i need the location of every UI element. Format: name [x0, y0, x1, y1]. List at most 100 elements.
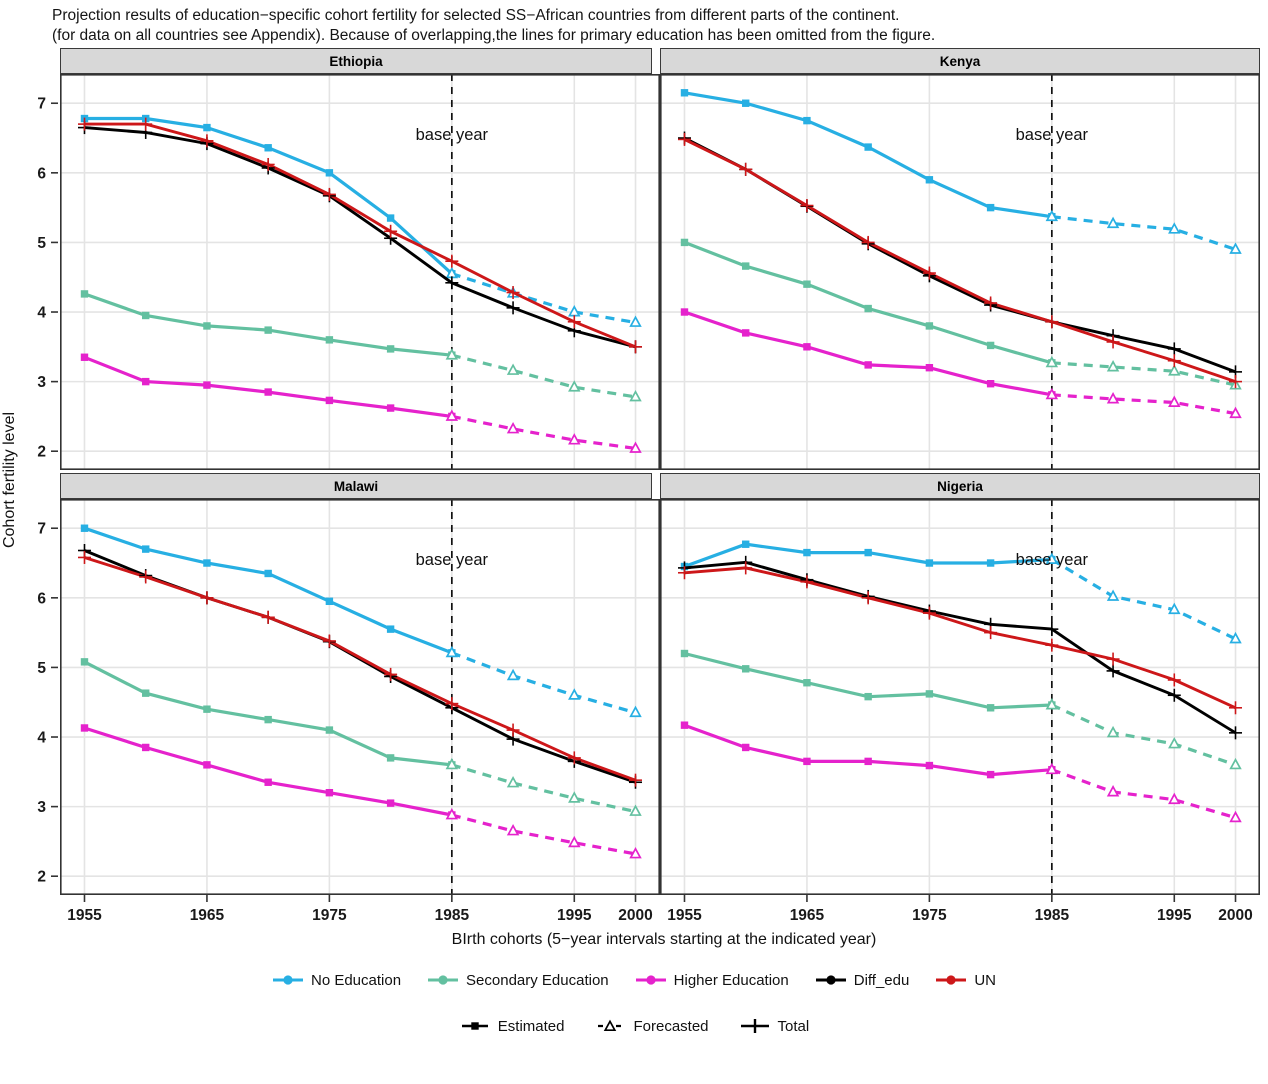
legend-item-forecasted: Forecasted: [594, 1017, 709, 1035]
triangle-marker: [568, 688, 581, 700]
square-marker: [80, 524, 89, 533]
y-axis-ticks: 7 6 5 4 3 2: [37, 96, 58, 461]
y-tick-label: 4: [37, 730, 46, 747]
panel-plot-kenya: base year: [660, 74, 1260, 471]
square-marker: [386, 799, 395, 808]
higher-legend-key-icon: [635, 975, 666, 985]
square-marker: [264, 716, 272, 724]
axis-corner: [20, 48, 60, 74]
square-marker: [386, 404, 395, 413]
square-marker: [680, 239, 689, 247]
triangle-marker: [1045, 209, 1059, 222]
panel-border: [660, 74, 1260, 471]
triangle-marker: [1168, 364, 1181, 376]
square-marker: [325, 396, 334, 405]
square-marker: [803, 757, 811, 766]
legend-key-dot: [438, 975, 448, 985]
triangle-marker: [1229, 406, 1242, 419]
no_education-legend-key-icon: [272, 975, 303, 985]
figure-title: Projection results of education−specific…: [0, 0, 1268, 48]
triangle-marker: [1168, 395, 1181, 408]
square-marker: [80, 353, 89, 362]
panel-plot-ethiopia: base year: [60, 74, 660, 471]
panel-border: [60, 499, 660, 896]
square-marker: [986, 204, 995, 212]
x-axis-ticks: 1955 1965 1975 1985 1995 2000: [67, 895, 653, 924]
square-marker: [925, 364, 934, 372]
legend-label-un: UN: [974, 971, 997, 989]
triangle-marker: [1168, 602, 1181, 615]
y-tick-label: 3: [37, 799, 46, 816]
legend-label-diff_edu: Diff_edu: [853, 971, 910, 989]
strip-label-malawi: Malawi: [333, 478, 379, 494]
square-marker: [325, 789, 334, 797]
total-legend-key-icon: [740, 1019, 769, 1034]
triangle-marker: [568, 433, 581, 445]
triangle-marker: [1229, 811, 1242, 823]
base-year-annotation: base year: [1016, 551, 1089, 569]
y-axis-top: 7 6 5 4 3 2: [20, 74, 60, 470]
title-line-2: (for data on all countries see Appendix)…: [52, 27, 936, 45]
square-marker: [986, 380, 995, 388]
square-marker: [803, 549, 811, 557]
x-tick-label: 1965: [790, 907, 825, 924]
strip-label-kenya: Kenya: [939, 53, 981, 69]
legend-label-forecasted: Forecasted: [633, 1017, 709, 1035]
x-tick-label: 1995: [557, 907, 592, 924]
square-marker: [325, 169, 334, 177]
legend-item-un: UN: [935, 971, 996, 989]
no_education-forecasted-line: [1050, 558, 1237, 641]
square-marker: [864, 757, 872, 766]
panel-background: [660, 499, 1260, 896]
legend-item-secondary: Secondary Education: [427, 971, 609, 989]
legend-label-estimated: Estimated: [497, 1017, 565, 1035]
square-marker: [986, 704, 995, 712]
legend-label-no_education: No Education: [310, 971, 402, 989]
base-year-annotation: base year: [416, 551, 489, 569]
secondary-legend-key-icon: [428, 975, 459, 985]
square-marker: [803, 280, 811, 289]
legend-label-secondary: Secondary Education: [466, 971, 609, 989]
strip-nigeria: Nigeria: [660, 473, 1260, 500]
x-tick-label: 1995: [1157, 907, 1192, 924]
square-marker: [203, 761, 211, 769]
triangle-marker: [445, 808, 459, 820]
triangle-marker: [1168, 737, 1181, 749]
higher-forecasted-line: [1051, 768, 1236, 820]
panel-nigeria: base year: [660, 499, 1260, 896]
legend-label-total: Total: [777, 1017, 810, 1035]
triangle-marker: [1106, 392, 1120, 404]
x-axis-right: 1955 1965 1975 1985 1995 2000: [660, 895, 1260, 929]
legend-key-dot: [946, 975, 956, 985]
panel-background: [660, 74, 1260, 471]
triangle-marker: [445, 348, 459, 360]
square-marker: [803, 679, 811, 687]
forecasted-legend-key-icon: [598, 1019, 623, 1032]
square-marker: [203, 559, 211, 568]
triangle-marker: [1229, 758, 1242, 770]
triangle-marker: [1168, 792, 1181, 805]
triangle-marker: [1045, 763, 1059, 775]
un-line: [84, 122, 637, 349]
y-tick-label: 7: [37, 96, 46, 113]
square-marker: [742, 329, 750, 337]
y-axis-title-column: Cohort fertility level: [0, 60, 20, 900]
y-axis-bottom: 7 6 5 4 3 2: [20, 499, 60, 895]
legend-item-estimated: Estimated: [459, 1017, 565, 1035]
triangle-marker: [629, 804, 642, 817]
y-tick-label: 5: [37, 660, 46, 677]
square-marker: [471, 1022, 479, 1030]
x-tick-label: 1965: [190, 907, 225, 924]
triangle-marker: [1106, 785, 1120, 797]
x-tick-label: 2000: [618, 907, 652, 924]
triangle-marker: [506, 824, 520, 836]
panel-ethiopia: base year: [60, 74, 660, 471]
triangle-marker: [568, 380, 581, 392]
square-marker: [386, 345, 395, 353]
square-marker: [142, 744, 150, 752]
square-marker: [203, 124, 211, 132]
triangle-marker: [506, 363, 520, 376]
legend-item-no_education: No Education: [272, 971, 401, 989]
triangle-marker: [1106, 589, 1120, 602]
square-marker: [986, 771, 995, 779]
